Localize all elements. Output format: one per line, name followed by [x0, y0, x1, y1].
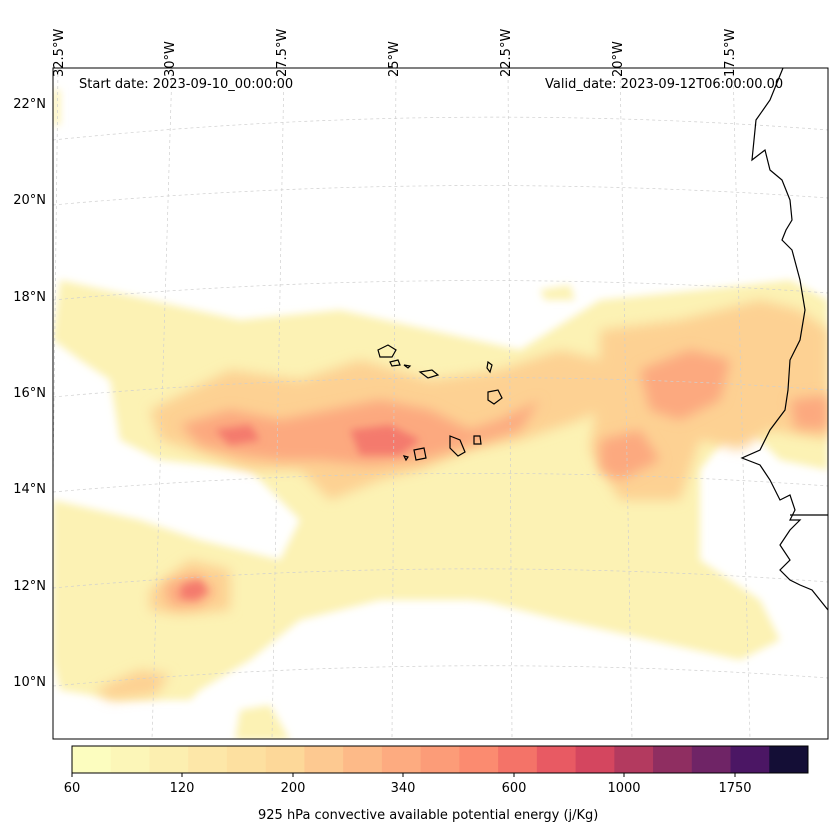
colorbar-segment [149, 746, 189, 773]
colorbar-tick-label: 1000 [607, 781, 641, 796]
lon-label: 27.5°W [275, 28, 290, 77]
colorbar-segment [575, 746, 615, 773]
colorbar-tick-label: 600 [501, 781, 527, 796]
colorbar-segment [498, 746, 538, 773]
colorbar-frame [71, 745, 809, 774]
colorbar-segment [653, 746, 693, 773]
start-date-label: Start date: 2023-09-10_00:00:00 [79, 77, 294, 92]
colorbar-tick-label: 120 [169, 781, 195, 796]
colorbar-segment [420, 746, 460, 773]
lat-label: 20°N [13, 193, 46, 208]
colorbar [71, 745, 809, 777]
colorbar-segment [265, 746, 305, 773]
valid-date-label: Valid_date: 2023-09-12T06:00:00.00 [545, 77, 784, 92]
lon-label: 17.5°W [723, 28, 738, 77]
colorbar-segment [304, 746, 344, 773]
lat-label: 16°N [13, 386, 46, 401]
lat-label: 12°N [13, 579, 46, 594]
colorbar-tick-label: 1750 [718, 781, 752, 796]
colorbar-segment [110, 746, 150, 773]
lat-label: 18°N [13, 290, 46, 305]
colorbar-segment [614, 746, 654, 773]
colorbar-segment [343, 746, 383, 773]
cape-field [53, 68, 828, 739]
lon-label: 32.5°W [52, 28, 67, 77]
graticule [53, 68, 828, 739]
map-frame [52, 67, 829, 740]
colorbar-segment [459, 746, 499, 773]
colorbar-segment [381, 746, 422, 773]
lon-label: 25°W [387, 41, 402, 77]
coastline [740, 68, 828, 611]
lon-label: 22.5°W [499, 28, 514, 77]
lon-label: 30°W [163, 41, 178, 77]
lat-label: 22°N [13, 97, 46, 112]
colorbar-tick-label: 60 [63, 781, 81, 796]
colorbar-segment [769, 746, 809, 773]
colorbar-tick-label: 200 [280, 781, 306, 796]
colorbar-segment [536, 746, 577, 773]
lat-label: 14°N [13, 482, 46, 497]
colorbar-label: 925 hPa convective available potential e… [258, 808, 599, 823]
colorbar-segment [730, 746, 770, 773]
colorbar-segment [188, 746, 228, 773]
lon-label: 20°W [611, 41, 626, 77]
lat-label: 10°N [13, 675, 46, 690]
colorbar-segment [691, 746, 732, 773]
colorbar-tick-label: 340 [390, 781, 416, 796]
cape-verde-islands [377, 344, 503, 462]
colorbar-segment [72, 746, 112, 773]
colorbar-segment [226, 746, 267, 773]
